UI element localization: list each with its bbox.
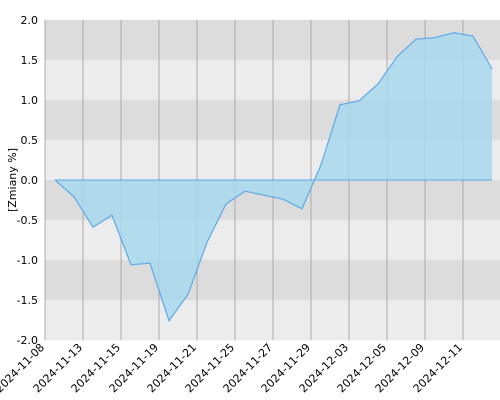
y-tick-label: 0.0	[21, 174, 39, 187]
y-axis-label: [Zmiany %]	[6, 148, 19, 212]
y-tick-label: 1.0	[21, 94, 39, 107]
y-tick-label: -2.0	[17, 334, 38, 347]
y-tick-label: -0.5	[17, 214, 38, 227]
y-tick-label: 0.5	[21, 134, 39, 147]
y-tick-label: -1.5	[17, 294, 38, 307]
y-tick-label: 1.5	[21, 54, 39, 67]
y-tick-label: -1.0	[17, 254, 38, 267]
line	[54, 32, 493, 323]
y-tick-label: 2.0	[21, 14, 39, 27]
area	[55, 32, 492, 321]
